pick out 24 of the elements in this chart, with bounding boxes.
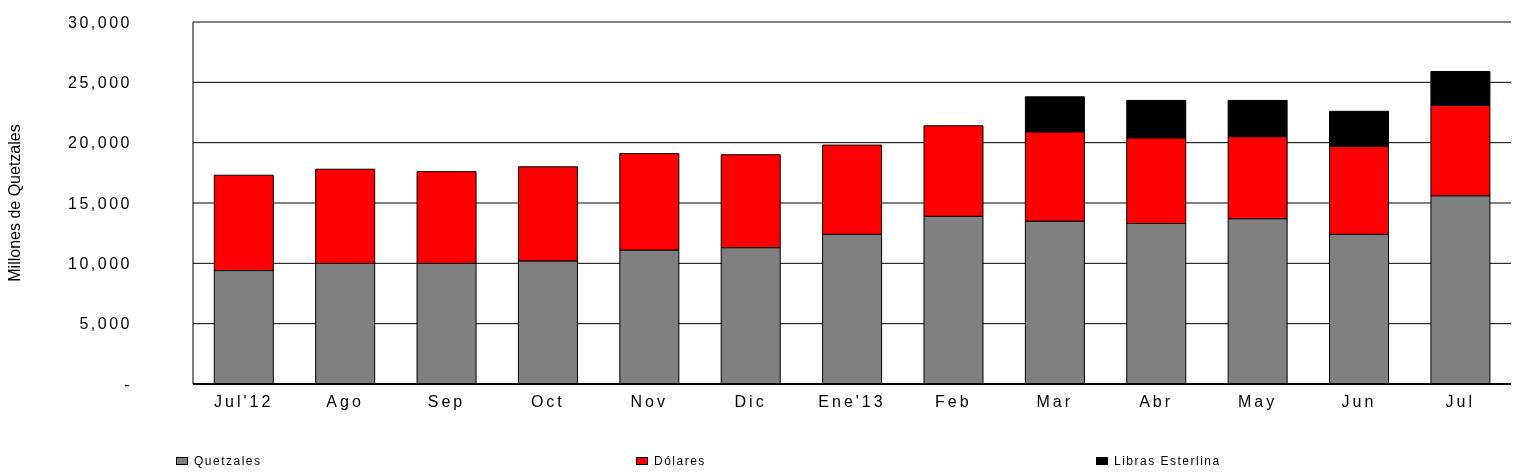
x-tick-label: Ene'13 — [818, 393, 886, 411]
x-tick-label: Feb — [935, 393, 972, 411]
legend-label: Libras Esterlina — [1114, 454, 1221, 468]
y-tick-label: 20,000 — [68, 134, 132, 152]
y-tick-label: 25,000 — [68, 74, 132, 92]
x-tick-label: May — [1237, 393, 1278, 411]
y-tick-label: 15,000 — [68, 194, 132, 212]
x-tick-label: Jun — [1341, 393, 1377, 411]
y-tick-label: 5,000 — [79, 315, 132, 333]
y-axis-title: Millones de Quetzales — [5, 124, 23, 282]
x-tick-label: Nov — [630, 393, 668, 411]
y-tick-label: 30,000 — [68, 13, 132, 31]
x-tick-label: Ago — [326, 393, 364, 411]
legend-label: Quetzales — [194, 454, 262, 468]
x-tick-label: Oct — [530, 393, 565, 411]
x-tick-label: Jul'12 — [214, 393, 274, 411]
x-tick-label: Sep — [427, 393, 466, 411]
y-tick-label: 10,000 — [68, 255, 132, 273]
y-tick-label: - — [124, 375, 132, 393]
legend-label: Dólares — [654, 454, 706, 468]
x-tick-label: Dic — [734, 393, 767, 411]
x-tick-label: Jul — [1445, 393, 1476, 411]
x-tick-label: Abr — [1139, 393, 1174, 411]
x-tick-label: Mar — [1036, 393, 1074, 411]
